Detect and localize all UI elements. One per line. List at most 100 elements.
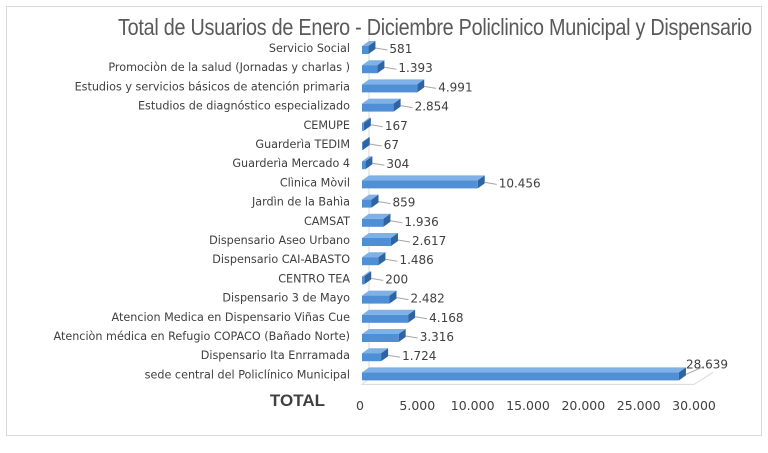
category-label: Estudios de diagnóstico especializado: [138, 100, 350, 113]
bar: [362, 161, 366, 170]
leader-line: [370, 124, 383, 128]
x-tick-label: 10.000: [451, 398, 495, 413]
bar-top: [362, 117, 371, 123]
data-label: 2.617: [412, 234, 446, 248]
leader-line: [385, 258, 398, 262]
bar-side: [377, 60, 385, 74]
bar: [362, 180, 478, 189]
chart-title: Total de Usuarios de Enero - Diciembre P…: [118, 14, 752, 40]
category-label: CAMSAT: [304, 215, 350, 228]
leader-line: [390, 220, 403, 224]
data-label: 10.456: [499, 176, 541, 190]
bar-top: [362, 290, 397, 296]
bar-side: [364, 271, 372, 285]
bar-side: [678, 367, 686, 381]
y-axis-title: TOTAL: [270, 391, 325, 410]
bar-side: [365, 156, 373, 170]
bar: [362, 65, 378, 74]
bar-side: [368, 41, 376, 54]
leader-line: [405, 335, 418, 339]
x-tick-label: 15.000: [506, 398, 550, 413]
leader-line: [375, 47, 388, 51]
category-label: Servicio Social: [269, 42, 350, 55]
bar-side: [398, 329, 406, 342]
bar-top: [362, 329, 406, 334]
bar: [362, 218, 384, 227]
bar-top: [362, 79, 425, 85]
category-label: Dispensario 3 de Mayo: [222, 292, 350, 305]
bar: [362, 295, 390, 304]
leader-line: [424, 85, 437, 89]
x-tick-label: 5.000: [399, 398, 435, 413]
data-label: 167: [385, 119, 408, 133]
bar-top: [362, 213, 391, 219]
data-label: 1.393: [398, 61, 432, 75]
category-label: sede central del Policlínico Municipal: [145, 368, 350, 381]
leader-line: [396, 297, 409, 301]
category-label: Promociòn de la salud (Jornadas y charla…: [108, 61, 350, 74]
category-label: CEMUPE: [303, 119, 350, 132]
bar: [362, 46, 369, 54]
bar: [362, 238, 391, 246]
bar-top: [362, 156, 373, 162]
bar-top: [362, 175, 485, 181]
bar: [362, 84, 418, 93]
data-label: 4.991: [438, 80, 472, 94]
category-label: Atencion Medica en Dispensario Viñas Cue: [112, 311, 351, 324]
leader-line: [484, 181, 497, 185]
category-label: Guarderìa TEDIM: [255, 138, 350, 151]
bar: [362, 142, 363, 150]
data-label: 859: [393, 196, 416, 210]
data-label: 200: [385, 272, 408, 286]
bar-top: [362, 252, 386, 258]
leader-line: [371, 277, 384, 281]
bar-side: [477, 175, 485, 189]
data-label: 28.639: [686, 357, 728, 371]
bar: [362, 314, 409, 323]
bar-side: [378, 252, 386, 266]
leader-line: [685, 365, 705, 375]
bar: [362, 276, 365, 285]
data-label: 2.854: [415, 100, 449, 114]
bar-top: [362, 194, 379, 200]
data-label: 4.168: [429, 311, 463, 325]
data-label: 581: [389, 42, 412, 56]
category-label: Jardìn de la Bahìa: [251, 196, 350, 209]
category-label: Dispensario Ita Enrramada: [201, 349, 350, 362]
leader-line: [384, 66, 397, 70]
leader-line: [378, 201, 391, 205]
data-label: 304: [386, 157, 409, 171]
bar-side: [371, 194, 379, 208]
data-label: 1.486: [399, 253, 433, 267]
bar: [362, 199, 372, 208]
leader-line: [397, 239, 411, 243]
bar: [362, 103, 394, 112]
category-label: Estudios y servicios básicos de atención…: [75, 80, 350, 93]
data-label: 2.482: [410, 292, 444, 306]
data-label: 67: [384, 138, 399, 152]
bar-top: [362, 41, 376, 46]
data-label: 3.316: [420, 330, 454, 344]
bar-top: [362, 98, 401, 104]
x-tick-label: 20.000: [561, 398, 605, 413]
category-label: Dispensario Aseo Urbano: [209, 234, 350, 247]
bar: [362, 334, 399, 342]
category-label: Guarderìa Mercado 4: [232, 157, 350, 170]
category-label: Clìnica Mòvil: [280, 176, 350, 189]
leader-line: [387, 354, 401, 358]
bar-top: [362, 137, 370, 142]
x-tick-label: 0: [356, 398, 364, 413]
bar: [362, 257, 379, 266]
bar-top: [362, 367, 686, 373]
data-label: 1.936: [404, 215, 438, 229]
bar-side: [383, 213, 391, 227]
bar: [362, 122, 364, 131]
bar-top: [362, 60, 385, 66]
bar: [362, 372, 679, 381]
bar-side: [363, 117, 371, 131]
category-label: CENTRO TEA: [278, 272, 350, 285]
x-tick-label: 25.000: [617, 398, 661, 413]
bar-top: [362, 309, 416, 315]
